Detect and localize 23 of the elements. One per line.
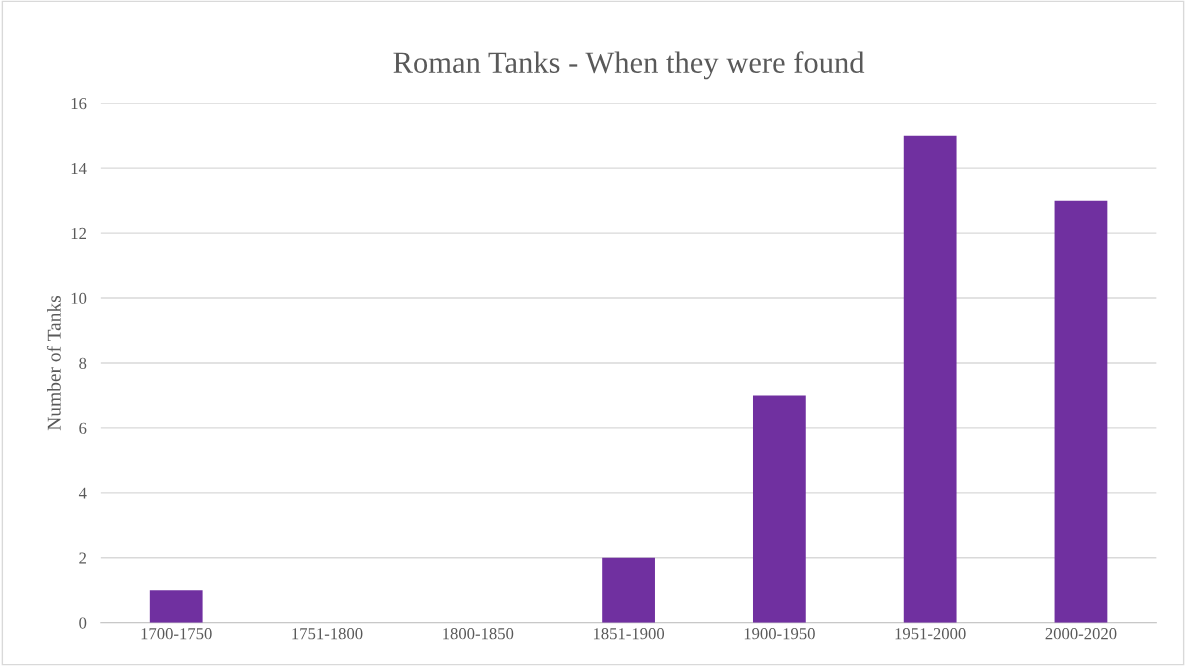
bar (752, 395, 806, 623)
bar (602, 557, 655, 623)
y-tick-label: 8 (79, 357, 87, 369)
x-tick-label: 1951-2000 (895, 628, 966, 640)
y-tick-label: 2 (79, 552, 86, 564)
bar (903, 135, 957, 623)
chart-title: Roman Tanks - When they were found (393, 51, 865, 80)
x-tick-label: 1800-1850 (443, 628, 514, 640)
y-tick-label: 14 (71, 162, 87, 174)
x-tick-label: 1900-1950 (744, 628, 815, 640)
y-tick-label: 16 (71, 97, 87, 110)
y-tick-label: 10 (71, 292, 87, 304)
x-tick-label: 1751-1800 (292, 628, 363, 640)
y-tick-label: 0 (79, 617, 87, 629)
y-tick-label: 6 (79, 422, 87, 434)
x-tick-label: 1700-1750 (141, 628, 212, 640)
y-tick-label: 4 (78, 487, 87, 499)
x-tick-label: 1851-1900 (593, 628, 665, 640)
y-tick-label: 12 (71, 227, 86, 239)
y-axis-title: Number of Tanks (46, 295, 61, 431)
bar (149, 590, 203, 623)
bar (1054, 200, 1108, 623)
x-tick-label: 2000-2020 (1045, 628, 1117, 640)
